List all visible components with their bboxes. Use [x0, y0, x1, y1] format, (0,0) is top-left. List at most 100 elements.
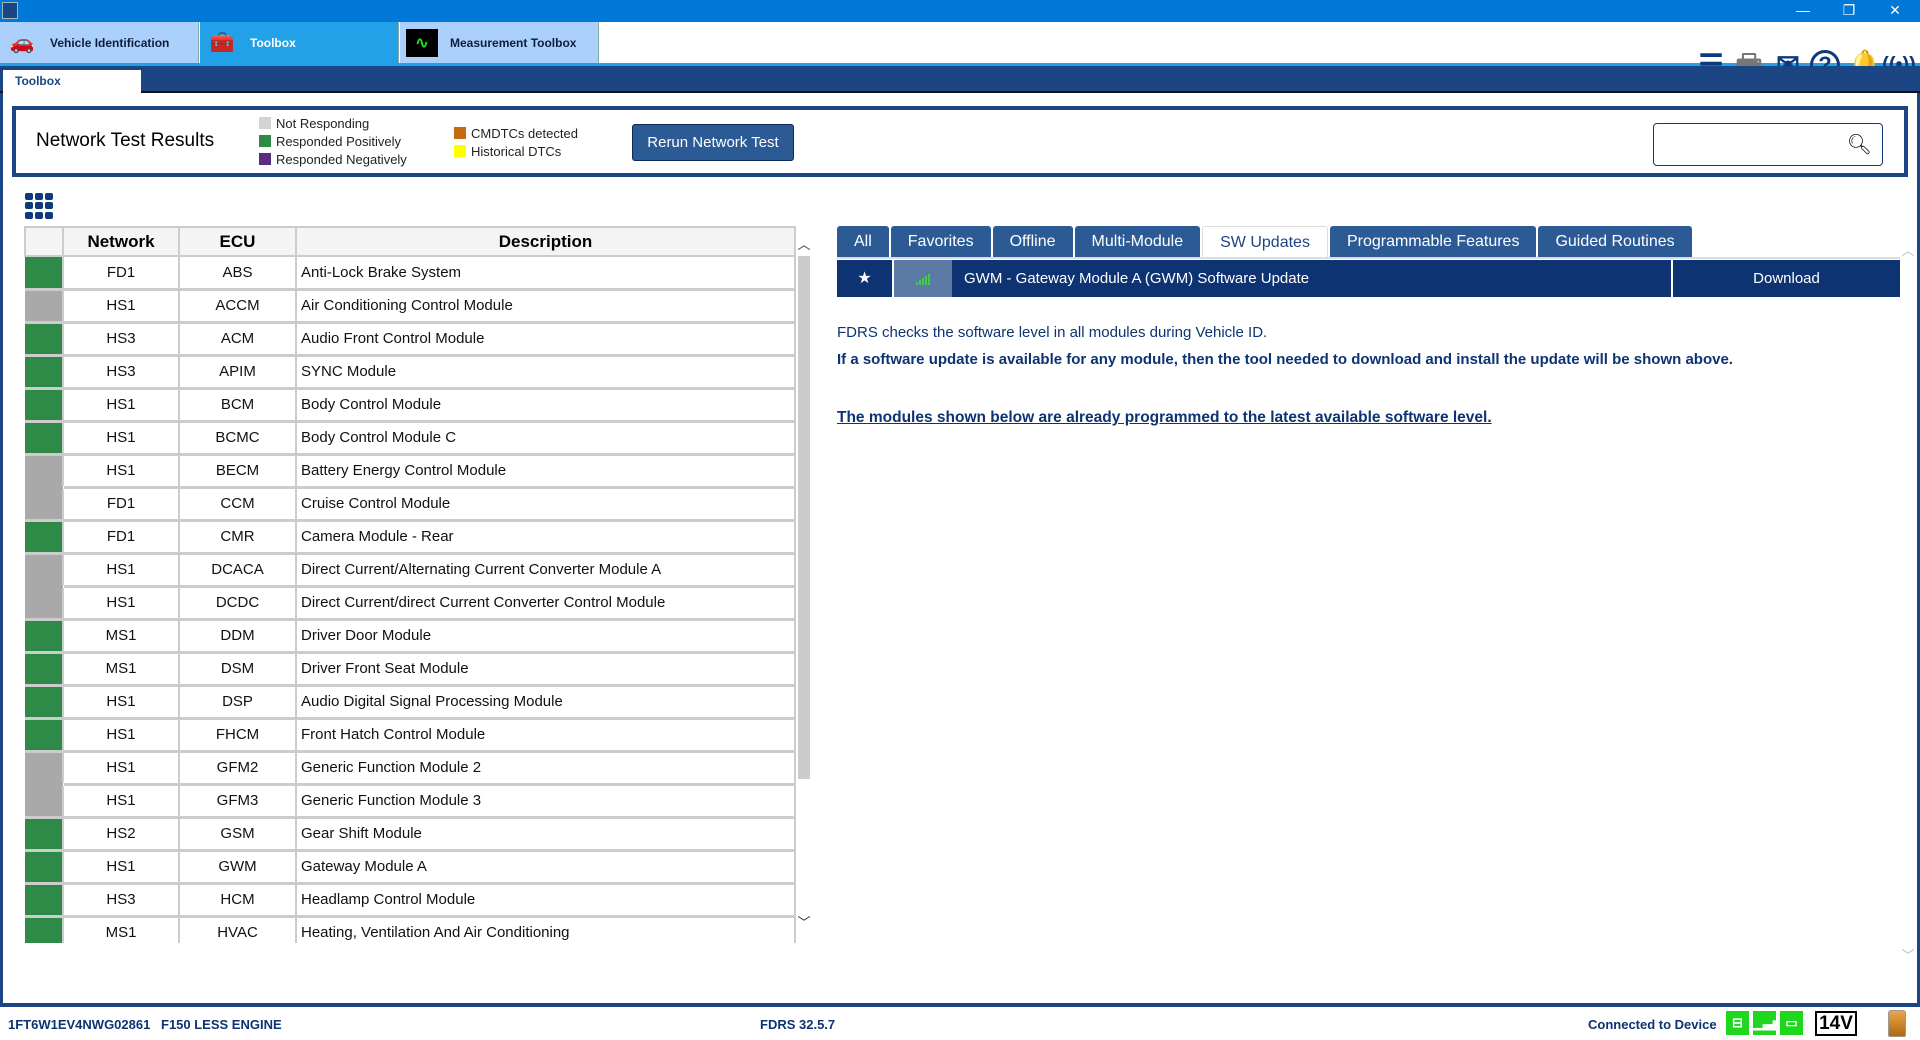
network-cell: MS1 [63, 916, 180, 943]
description-cell: Driver Door Module [296, 619, 796, 654]
ecu-cell: ABS [179, 256, 297, 291]
vin: 1FT6W1EV4NWG02861 [8, 1017, 151, 1032]
tab-divider [837, 257, 1900, 259]
col-status[interactable] [24, 226, 64, 257]
legend-swatch [454, 127, 466, 139]
rerun-network-test-button[interactable]: Rerun Network Test [632, 124, 794, 161]
network-cell: HS1 [63, 388, 180, 423]
table-row[interactable]: HS3 APIM SYNC Module [25, 355, 796, 390]
subtab-toolbox[interactable]: Toolbox [3, 70, 141, 93]
software-update-row[interactable]: ★ GWM - Gateway Module A (GWM) Software … [837, 260, 1900, 297]
status-bar: 1FT6W1EV4NWG02861 F150 LESS ENGINE FDRS … [0, 1007, 1920, 1040]
search-icon[interactable]: 🔍︎ [1846, 134, 1872, 156]
battery-icon: ▭ [1780, 1011, 1803, 1035]
right-scrollbar[interactable]: ︿ ﹀ [1900, 240, 1916, 964]
tab-measurement-toolbox[interactable]: ∿ Measurement Toolbox [400, 22, 599, 63]
lock-icon[interactable] [1888, 1010, 1906, 1037]
minimize-button[interactable]: — [1796, 2, 1810, 18]
table-row[interactable]: HS1 BECM Battery Energy Control Module [25, 454, 796, 489]
close-button[interactable]: ✕ [1889, 2, 1901, 18]
ecu-cell: DSM [179, 652, 297, 687]
grid-view-icon[interactable] [25, 193, 55, 219]
table-row[interactable]: HS1 DSP Audio Digital Signal Processing … [25, 685, 796, 720]
table-row[interactable]: HS3 ACM Audio Front Control Module [25, 322, 796, 357]
title-bar: — ❐ ✕ [0, 0, 1920, 22]
col-network[interactable]: Network [62, 226, 180, 257]
legend-not-responding: Not Responding [259, 114, 407, 132]
network-cell: HS1 [63, 751, 180, 786]
ecu-cell: HCM [179, 883, 297, 918]
tab-sw-updates[interactable]: SW Updates [1202, 226, 1328, 257]
restore-button[interactable]: ❐ [1842, 2, 1856, 18]
legend-responded-negatively: Responded Negatively [259, 150, 407, 168]
tab-offline[interactable]: Offline [992, 226, 1073, 257]
table-row[interactable]: HS1 BCM Body Control Module [25, 388, 796, 423]
table-row[interactable]: HS1 FHCM Front Hatch Control Module [25, 718, 796, 753]
scroll-down-icon[interactable]: ﹀ [1901, 948, 1915, 963]
col-description[interactable]: Description [295, 226, 796, 257]
tab-multi-module[interactable]: Multi-Module [1074, 226, 1201, 257]
table-row[interactable]: HS1 GFM3 Generic Function Module 3 [25, 784, 796, 819]
ecu-cell: BCMC [179, 421, 297, 456]
info-text: FDRS checks the software level in all mo… [837, 324, 1268, 341]
ecu-cell: CCM [179, 487, 297, 522]
favorite-star-icon[interactable]: ★ [837, 260, 894, 297]
module-filter-tabs: All Favorites Offline Multi-Module SW Update… [837, 226, 1692, 257]
legend-label: Not Responding [276, 115, 370, 131]
table-row[interactable]: HS1 GWM Gateway Module A [25, 850, 796, 885]
table-row[interactable]: MS1 DDM Driver Door Module [25, 619, 796, 654]
scroll-down-icon[interactable]: ﹀ [797, 915, 811, 930]
scroll-thumb[interactable] [798, 256, 810, 779]
oscilloscope-icon: ∿ [406, 28, 438, 57]
table-row[interactable]: FD1 CMR Camera Module - Rear [25, 520, 796, 555]
table-row[interactable]: HS1 ACCM Air Conditioning Control Module [25, 289, 796, 324]
ecu-cell: APIM [179, 355, 297, 390]
table-scrollbar[interactable]: ︿ ﹀ [796, 226, 812, 943]
ecu-cell: GWM [179, 850, 297, 885]
tab-guided-routines[interactable]: Guided Routines [1538, 226, 1692, 257]
up-to-date-link[interactable]: The modules shown below are already prog… [837, 409, 1492, 426]
scroll-up-icon[interactable]: ︿ [1901, 243, 1915, 258]
description-cell: Heating, Ventilation And Air Conditionin… [296, 916, 796, 943]
legend-swatch [259, 153, 271, 165]
voltage-readout: 14V [1815, 1011, 1857, 1036]
description-cell: Body Control Module [296, 388, 796, 423]
tab-label: Measurement Toolbox [450, 35, 577, 50]
ecu-cell: GSM [179, 817, 297, 852]
status-cell [25, 751, 64, 784]
tab-vehicle-identification[interactable]: 🚗 Vehicle Identification [0, 22, 199, 63]
legend-cmdtcs: CMDTCs detected [454, 124, 578, 142]
app-tab-bar: 🚗 Vehicle Identification 🧰 Toolbox ∿ Mea… [0, 22, 1920, 80]
sub-tab-bar: Toolbox [0, 66, 1920, 93]
tab-favorites[interactable]: Favorites [890, 226, 991, 257]
download-button[interactable]: Download [1671, 260, 1900, 297]
ecu-cell: BECM [179, 454, 297, 489]
description-cell: Driver Front Seat Module [296, 652, 796, 687]
table-row[interactable]: FD1 ABS Anti-Lock Brake System [25, 256, 796, 291]
network-cell: HS1 [63, 553, 180, 588]
table-row[interactable]: HS2 GSM Gear Shift Module [25, 817, 796, 852]
network-cell: FD1 [63, 520, 180, 555]
scroll-up-icon[interactable]: ︿ [797, 237, 811, 252]
connection-status: Connected to Device [1588, 1017, 1717, 1032]
status-cell [25, 718, 64, 753]
status-cell [25, 388, 64, 423]
status-cell [25, 256, 64, 291]
ecu-cell: DDM [179, 619, 297, 654]
table-row[interactable]: HS1 DCDC Direct Current/direct Current C… [25, 586, 796, 621]
table-row[interactable]: HS1 GFM2 Generic Function Module 2 [25, 751, 796, 786]
tab-programmable-features[interactable]: Programmable Features [1329, 226, 1537, 257]
table-row[interactable]: MS1 DSM Driver Front Seat Module [25, 652, 796, 687]
signal-icon [894, 260, 952, 297]
table-row[interactable]: MS1 HVAC Heating, Ventilation And Air Co… [25, 916, 796, 943]
search-input[interactable]: 🔍︎ [1653, 123, 1883, 166]
status-cell [25, 454, 64, 487]
status-cell [25, 685, 64, 720]
table-row[interactable]: HS1 DCACA Direct Current/Alternating Cur… [25, 553, 796, 588]
table-row[interactable]: FD1 CCM Cruise Control Module [25, 487, 796, 522]
table-row[interactable]: HS1 BCMC Body Control Module C [25, 421, 796, 456]
tab-all[interactable]: All [837, 226, 889, 257]
tab-toolbox[interactable]: 🧰 Toolbox [200, 22, 399, 63]
col-ecu[interactable]: ECU [178, 226, 297, 257]
table-row[interactable]: HS3 HCM Headlamp Control Module [25, 883, 796, 918]
